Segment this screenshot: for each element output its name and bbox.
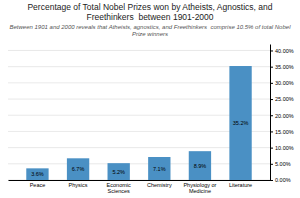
y-tick-mark	[270, 164, 273, 165]
x-tick-label: EconomicSciences	[107, 182, 131, 194]
y-tick-label: 30.00%	[275, 80, 294, 86]
title-line: Freethinkers between 1901-2000	[86, 12, 213, 22]
data-label: 7.1%	[153, 166, 166, 172]
y-tick-mark	[270, 148, 273, 149]
y-tick-mark	[270, 131, 273, 132]
x-tick-label-line: Peace	[30, 182, 46, 188]
y-tick: 25.00%	[270, 96, 294, 102]
x-tick-label-line: Sciences	[108, 188, 131, 194]
x-tick: Chemistry	[147, 182, 172, 188]
x-tick-label: Literature	[229, 182, 252, 188]
bar	[67, 158, 89, 180]
bar	[229, 66, 251, 180]
x-tick: Physiology orMedicine	[183, 182, 216, 194]
y-tick: 0.00%	[270, 177, 291, 183]
y-tick-label: 0.00%	[275, 177, 291, 183]
grid-line	[8, 50, 270, 51]
y-tick-mark	[270, 83, 273, 84]
x-tick-label: Peace	[30, 182, 46, 188]
bars	[26, 66, 251, 180]
y-tick-label: 20.00%	[275, 112, 294, 118]
y-tick: 30.00%	[270, 80, 294, 86]
y-axis-line	[270, 45, 271, 181]
data-label: 5.2%	[112, 169, 125, 175]
data-label: 35.2%	[233, 120, 249, 126]
y-tick-mark	[270, 180, 273, 181]
y-tick: 35.00%	[270, 64, 294, 70]
x-tick: Physics	[69, 182, 88, 188]
y-tick: 15.00%	[270, 129, 294, 135]
title: Percentage of Total Nobel Prizes won by …	[27, 2, 272, 22]
data-label: 6.7%	[72, 166, 85, 172]
x-tick-label: Physiology orMedicine	[183, 182, 216, 194]
x-tick: EconomicSciences	[107, 182, 131, 194]
y-tick-label: 5.00%	[275, 161, 291, 167]
bar	[26, 168, 48, 180]
y-tick-label: 35.00%	[275, 64, 294, 70]
data-label: 3.6%	[31, 171, 44, 177]
y-tick-label: 25.00%	[275, 96, 294, 102]
x-tick-label-line: Medicine	[189, 188, 211, 194]
title-line: Percentage of Total Nobel Prizes won by …	[27, 2, 272, 12]
y-tick-mark	[270, 67, 273, 68]
grid	[8, 50, 270, 180]
y-tick-mark	[270, 50, 273, 51]
y-tick-label: 15.00%	[275, 129, 294, 135]
y-tick-mark	[270, 99, 273, 100]
y-tick-mark	[270, 115, 273, 116]
y-tick: 40.00%	[270, 48, 294, 54]
subtitle: Between 1901 and 2000 reveals that Athei…	[10, 24, 292, 37]
y-tick: 10.00%	[270, 145, 294, 151]
y-tick: 20.00%	[270, 112, 294, 118]
subtitle-line: Prize winners	[132, 31, 168, 37]
y-axis: 0.00% 5.00% 10.00% 15.00% 20.00% 25.00% 30.00%…	[270, 45, 294, 184]
bar	[189, 151, 211, 180]
chart: Percentage of Total Nobel Prizes won by …	[0, 0, 300, 198]
x-tick: Literature	[229, 182, 252, 188]
x-tick-label-line: Physics	[69, 182, 88, 188]
x-axis-line	[9, 180, 271, 181]
data-labels: 3.6% 6.7% 5.2% 7.1% 8.9% 35.2%	[31, 120, 248, 177]
y-tick-label: 10.00%	[275, 145, 294, 151]
bar	[108, 163, 130, 180]
x-tick-label-line: Literature	[229, 182, 252, 188]
y-tick: 5.00%	[270, 161, 291, 167]
x-tick-label: Chemistry	[147, 182, 172, 188]
x-tick-label: Physics	[69, 182, 88, 188]
x-tick-label-line: Chemistry	[147, 182, 172, 188]
x-tick: Peace	[30, 182, 46, 188]
subtitle-line: Between 1901 and 2000 reveals that Athei…	[10, 24, 292, 30]
y-tick-label: 40.00%	[275, 48, 294, 54]
data-label: 8.9%	[194, 163, 207, 169]
bar	[148, 157, 170, 180]
x-axis: Peace Physics EconomicSciences Chemistry Phy…	[9, 181, 271, 194]
